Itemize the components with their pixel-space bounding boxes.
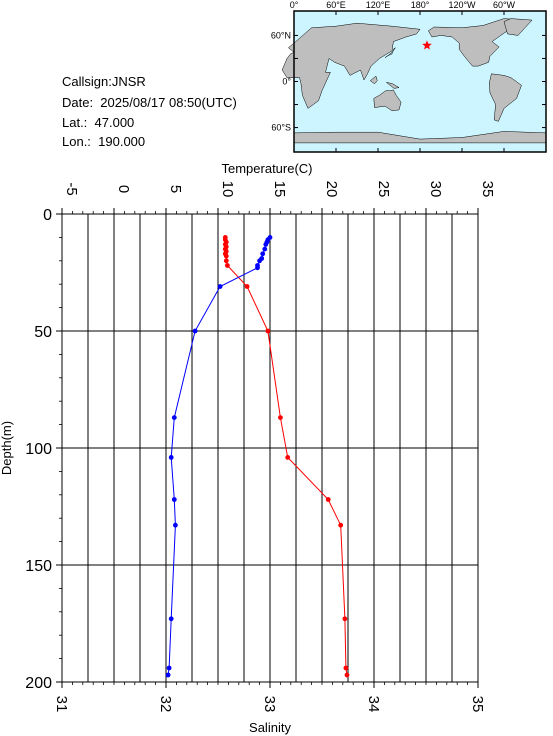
salinity-data-point bbox=[192, 328, 198, 334]
temperature-data-point bbox=[225, 263, 230, 268]
salinity-data-point bbox=[165, 672, 171, 678]
depth-tick-label: 0 bbox=[43, 207, 52, 224]
salinity-data-point bbox=[171, 497, 177, 502]
latitude-label: Lat.: 47.000 bbox=[62, 115, 135, 130]
temperature-data-point bbox=[223, 253, 229, 259]
temperature-data-point bbox=[285, 455, 291, 460]
map-longitude-label: 60°W bbox=[493, 0, 516, 10]
salinity-tick-label: 32 bbox=[157, 696, 174, 713]
depth-tick-label: 100 bbox=[25, 441, 52, 458]
temperature-tick-label: 35 bbox=[479, 181, 496, 198]
salinity-data-point bbox=[217, 284, 223, 289]
temperature-data-point bbox=[265, 328, 271, 334]
salinity-axis-label: Salinity bbox=[249, 720, 291, 735]
salinity-data-point bbox=[171, 415, 177, 420]
japan-landmass bbox=[384, 47, 396, 58]
greenland-landmass bbox=[503, 18, 533, 36]
antarctica-landmass bbox=[293, 131, 547, 144]
map-longitude-label: 0° bbox=[290, 0, 299, 10]
map-latitude-label: 60°N bbox=[271, 30, 291, 40]
salinity-data-point bbox=[260, 251, 266, 257]
depth-profile-plot: -5 0 5 10 15 20 25 30 35 31 32 33 34 35 0 50 100 150 200 T… bbox=[0, 161, 496, 735]
temperature-tick-label: 0 bbox=[115, 185, 132, 193]
salinity-data-point bbox=[257, 258, 262, 264]
depth-tick-label: 200 bbox=[25, 675, 52, 692]
temperature-data-point bbox=[325, 497, 331, 502]
south-america-landmass bbox=[489, 73, 522, 122]
europe-africa-landmass bbox=[281, 22, 421, 109]
salinity-tick-label: 34 bbox=[365, 696, 382, 713]
map-landmasses bbox=[281, 18, 547, 144]
temperature-tick-label: 30 bbox=[427, 181, 444, 198]
map-longitude-label: 120°E bbox=[366, 0, 391, 10]
map-latitude-label: 0° bbox=[282, 77, 291, 87]
plot-grid bbox=[62, 214, 478, 682]
depth-tick-label: 50 bbox=[34, 324, 52, 341]
north-america-landmass bbox=[428, 18, 526, 67]
temperature-data-point bbox=[343, 665, 349, 671]
salinity-tick-label: 33 bbox=[261, 696, 278, 713]
borneo-landmass bbox=[369, 75, 378, 85]
depth-tick-label: 150 bbox=[25, 558, 52, 575]
salinity-data-point bbox=[166, 665, 172, 671]
temperature-axis-label: Temperature(C) bbox=[221, 161, 312, 176]
temperature-tick-label: 10 bbox=[219, 181, 236, 198]
axis-tick-marks bbox=[56, 208, 479, 688]
map-tick-marks bbox=[293, 11, 547, 152]
salinity-data-point bbox=[168, 616, 174, 622]
salinity-data-point bbox=[255, 265, 260, 271]
temperature-tick-label: 15 bbox=[271, 181, 288, 198]
temperature-data-point bbox=[344, 672, 350, 678]
station-location-map: 0° 60°E 120°E 180° 120°W 60°W 60°N 0° 60°S bbox=[271, 0, 547, 153]
temperature-data-point bbox=[278, 415, 283, 420]
temperature-data-point bbox=[223, 258, 229, 264]
salinity-tick-label: 35 bbox=[469, 696, 486, 713]
map-longitude-label: 180° bbox=[411, 0, 430, 10]
map-longitude-label: 60°E bbox=[326, 0, 346, 10]
temperature-tick-label: 25 bbox=[375, 181, 392, 198]
temperature-data-point bbox=[342, 616, 348, 622]
salinity-data-point bbox=[173, 522, 178, 528]
date-label: Date: 2025/08/17 08:50(UTC) bbox=[62, 95, 237, 110]
temperature-tick-label: 5 bbox=[167, 185, 184, 193]
station-star-marker bbox=[422, 40, 432, 50]
map-longitude-label: 120°W bbox=[448, 0, 476, 10]
longitude-label: Lon.: 190.000 bbox=[62, 134, 146, 149]
salinity-data-point bbox=[263, 242, 269, 247]
salinity-data-point bbox=[262, 246, 268, 252]
callsign-label: Callsign:JNSR bbox=[62, 74, 146, 89]
salinity-data-point bbox=[168, 455, 174, 460]
salinity-tick-label: 31 bbox=[53, 696, 70, 713]
temperature-data-point bbox=[244, 284, 250, 289]
temperature-data-point bbox=[338, 522, 344, 528]
new-guinea-landmass bbox=[386, 82, 400, 89]
map-latitude-label: 60°S bbox=[271, 123, 291, 133]
australia-landmass bbox=[373, 89, 402, 111]
temperature-tick-label: 20 bbox=[323, 181, 340, 198]
temperature-tick-label: -5 bbox=[63, 182, 80, 195]
depth-axis-label: Depth(m) bbox=[0, 421, 14, 475]
data-series bbox=[165, 235, 350, 678]
